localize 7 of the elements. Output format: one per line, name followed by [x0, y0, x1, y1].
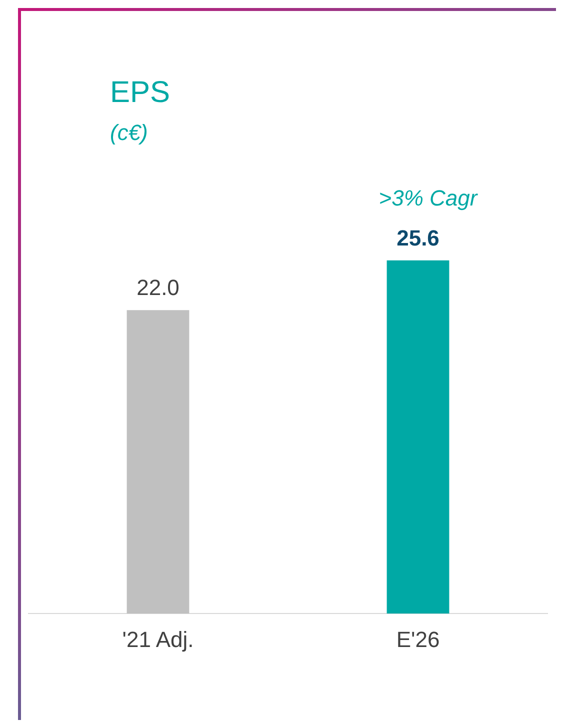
data-label: 25.6	[396, 225, 440, 250]
chart-subtitle: (c€)	[110, 120, 148, 146]
data-label: 22.0	[136, 275, 180, 300]
chart-title: EPS	[110, 76, 170, 110]
x-tick-label: E'26	[396, 626, 440, 652]
x-tick-label: '21 Adj.	[122, 626, 194, 652]
text: >3% Cagr	[378, 186, 479, 211]
